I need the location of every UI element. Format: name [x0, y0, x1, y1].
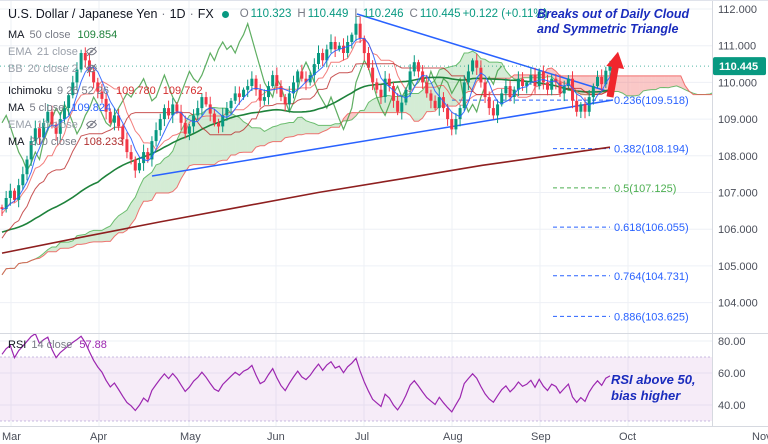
- high-value: 110.449: [307, 8, 349, 20]
- indicator-value: 109.762: [162, 84, 203, 97]
- indicator-row-ma200[interactable]: MA 200 close 108.233: [8, 135, 124, 148]
- indicator-value: 109.780: [116, 84, 156, 97]
- close-label: C: [409, 8, 418, 20]
- svg-text:0.618(106.055): 0.618(106.055): [614, 222, 689, 234]
- price-change: +0.122 (+0.11%): [462, 8, 548, 20]
- exchange-name: FX: [197, 7, 214, 21]
- separator-dot: ·: [161, 7, 166, 21]
- indicator-row-ma5[interactable]: MA 5 close 109.824: [8, 101, 112, 114]
- svg-text:112.000: 112.000: [718, 4, 757, 16]
- svg-text:107.000: 107.000: [718, 188, 758, 200]
- svg-text:Nov: Nov: [752, 431, 768, 443]
- indicator-value: 108.233: [83, 135, 124, 148]
- svg-text:40.00: 40.00: [718, 400, 746, 412]
- last-price-badge: 110.445: [713, 57, 766, 76]
- breakout-arrow[interactable]: [601, 50, 627, 98]
- visibility-off-icon[interactable]: [85, 62, 98, 75]
- rsi-plot: [0, 334, 712, 422]
- open-value: 110.323: [250, 8, 292, 20]
- separator-dot: ·: [189, 7, 194, 21]
- indicator-legend: U.S. Dollar / Japanese Yen · 1D · FX O 11…: [8, 4, 547, 150]
- svg-text:Aug: Aug: [443, 431, 463, 443]
- indicator-row-ichimoku[interactable]: Ichimoku 9 26 52 26 109.780 109.762: [8, 84, 203, 97]
- close-value: 110.445: [419, 8, 461, 20]
- svg-text:80.00: 80.00: [718, 336, 746, 348]
- trendlines[interactable]: [151, 13, 614, 177]
- svg-text:Jul: Jul: [355, 431, 369, 443]
- ichimoku-cloud: [1, 50, 712, 276]
- candles: [0, 16, 612, 217]
- indicator-row-bb20[interactable]: BB 20 close 2: [8, 60, 547, 77]
- ohlc-values: O 110.323 H 110.449 L 110.246 C 110.445 +0.1…: [236, 8, 548, 20]
- svg-text:0.236(109.518): 0.236(109.518): [614, 95, 689, 107]
- indicator-row-ema21[interactable]: EMA 21 close: [8, 43, 547, 60]
- time-axis[interactable]: Mar Apr May Jun Jul Aug Sep Oct Nov: [2, 431, 768, 443]
- svg-text:110.445: 110.445: [719, 61, 758, 73]
- open-label: O: [239, 8, 249, 20]
- svg-text:108.000: 108.000: [718, 151, 758, 163]
- interval-value[interactable]: 1D: [169, 7, 186, 21]
- svg-text:104.000: 104.000: [718, 298, 758, 310]
- symbol-name[interactable]: U.S. Dollar / Japanese Yen: [8, 7, 158, 21]
- svg-text:106.000: 106.000: [718, 224, 758, 236]
- visibility-off-icon[interactable]: [85, 45, 98, 58]
- high-label: H: [297, 8, 306, 20]
- svg-text:0.5(107.125): 0.5(107.125): [614, 183, 676, 195]
- svg-text:110.000: 110.000: [718, 77, 757, 89]
- svg-text:Apr: Apr: [90, 431, 107, 443]
- fib-labels: 0.236(109.518) 0.382(108.194) 0.5(107.125)…: [614, 95, 689, 323]
- rsi-annotation-line2: bias higher: [611, 388, 681, 403]
- rsi-value: 57.88: [79, 338, 107, 351]
- price-axis[interactable]: 112.000 111.000 110.000 109.000 108.000 107.0…: [713, 4, 766, 412]
- svg-text:Mar: Mar: [2, 431, 21, 443]
- indicator-row-ema10[interactable]: EMA 10 close: [8, 116, 547, 133]
- svg-text:May: May: [180, 431, 201, 443]
- symbol-row[interactable]: U.S. Dollar / Japanese Yen · 1D · FX O 11…: [8, 4, 547, 24]
- svg-text:Jun: Jun: [267, 431, 285, 443]
- svg-text:0.764(104.731): 0.764(104.731): [614, 271, 689, 283]
- indicator-value: 109.824: [71, 101, 112, 114]
- svg-text:109.000: 109.000: [718, 114, 758, 126]
- svg-text:105.000: 105.000: [718, 261, 758, 273]
- breakout-annotation[interactable]: Breaks out of Daily Cloud and Symmetric …: [537, 7, 689, 37]
- market-status-dot[interactable]: [221, 10, 229, 18]
- svg-text:0.886(103.625): 0.886(103.625): [614, 311, 689, 323]
- low-label: L: [354, 8, 361, 20]
- rsi-annotation[interactable]: RSI above 50, bias higher: [611, 372, 696, 404]
- breakout-annotation-line1: Breaks out of Daily Cloud: [537, 7, 690, 21]
- svg-text:Sep: Sep: [531, 431, 551, 443]
- breakout-annotation-line2: and Symmetric Triangle: [537, 22, 679, 36]
- low-value: 110.246: [362, 8, 404, 20]
- svg-text:Oct: Oct: [619, 431, 636, 443]
- rsi-annotation-line1: RSI above 50,: [611, 372, 696, 387]
- svg-text:0.382(108.194): 0.382(108.194): [614, 144, 689, 156]
- indicator-value: 109.854: [77, 28, 118, 41]
- rsi-legend-row[interactable]: RSI 14 close 57.88: [8, 338, 107, 351]
- indicator-row-ma50[interactable]: MA 50 close 109.854: [8, 28, 118, 41]
- visibility-off-icon[interactable]: [85, 118, 98, 131]
- svg-text:60.00: 60.00: [718, 368, 746, 380]
- svg-text:111.000: 111.000: [718, 41, 756, 53]
- fib-retracement[interactable]: [452, 99, 610, 317]
